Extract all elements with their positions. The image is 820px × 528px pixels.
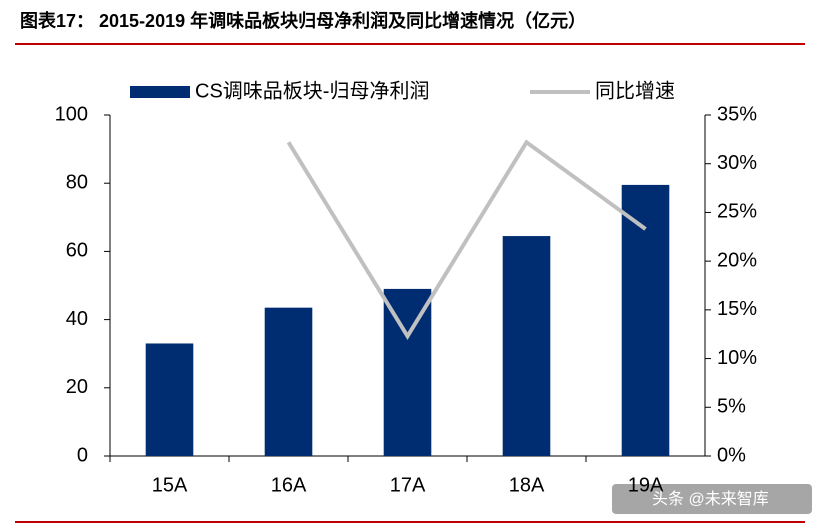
y2-tick-label: 30% [717,152,757,174]
x-tick-label: 18A [509,474,545,496]
y-tick-label: 0 [77,444,88,466]
bar [502,236,551,456]
y2-tick-label: 0% [717,444,746,466]
y-tick-label: 100 [55,103,88,125]
x-tick-label: 15A [152,474,188,496]
x-tick-label: 16A [271,474,307,496]
y-tick-label: 20 [66,376,88,398]
y-tick-label: 80 [66,171,88,193]
y-tick-label: 60 [66,240,88,262]
line [286,139,647,340]
legend-label: CS调味品板块-归母净利润 [195,79,429,102]
bar [264,307,313,456]
x-tick-label: 19A [628,474,664,496]
y2-tick-label: 5% [717,396,746,418]
bar [145,343,194,456]
y2-tick-label: 20% [717,249,757,271]
watermark-bg [612,484,812,514]
legend-label: 同比增速 [595,79,675,102]
legend-swatch [130,86,190,98]
y-tick-label: 40 [66,308,88,330]
y2-tick-label: 35% [717,103,757,125]
watermark: 头条 @未来智库 [652,490,769,508]
y2-tick-label: 25% [717,201,757,223]
y2-tick-label: 15% [717,298,757,320]
chart-title: 图表17： 2015-2019 年调味品板块归母净利润及同比增速情况（亿元） [20,10,586,31]
x-tick-label: 17A [390,474,426,496]
y2-tick-label: 10% [717,347,757,369]
bar [383,288,432,456]
bar [621,184,670,456]
